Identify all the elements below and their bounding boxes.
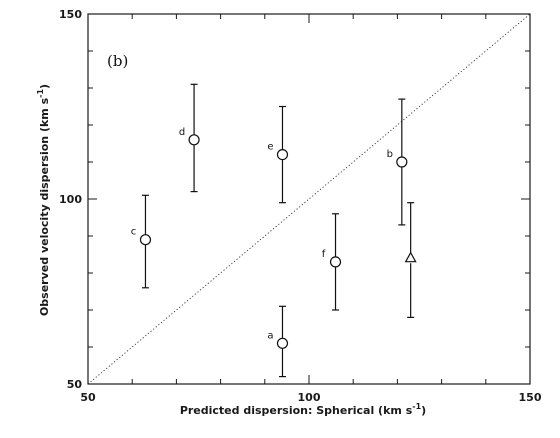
circle-marker [188, 134, 200, 146]
one-to-one-line [87, 13, 531, 385]
point-label: b [387, 149, 393, 160]
point-label: f [322, 249, 326, 260]
circle-marker [139, 234, 152, 246]
point-d: d [179, 83, 200, 193]
point-label: e [267, 142, 273, 153]
y-axis-label: Observed velocity dispersion (km s-1) [36, 84, 51, 316]
data-points: a b c d e f [131, 83, 417, 378]
y-tick-label: 50 [67, 378, 83, 391]
circle-marker [396, 156, 408, 168]
point-label: c [131, 227, 137, 238]
x-tick-label: 50 [80, 391, 96, 404]
axis-ticks: 50 100 150 50 100 150 [59, 8, 542, 404]
point-c: c [131, 194, 152, 289]
y-tick-label: 150 [59, 8, 82, 21]
point-a: a [267, 305, 289, 378]
circle-marker [276, 337, 289, 349]
reference-line-group [87, 13, 531, 385]
y-tick-label: 100 [59, 193, 82, 206]
point-e: e [267, 105, 289, 204]
x-tick-label: 100 [298, 391, 321, 404]
point-triangle [404, 202, 417, 318]
x-tick-label: 150 [519, 391, 542, 404]
point-b: b [387, 98, 408, 226]
point-label: d [179, 127, 185, 138]
point-f: f [322, 213, 342, 311]
point-label: a [267, 330, 273, 341]
circle-marker [276, 149, 289, 161]
triangle-marker [404, 251, 417, 263]
panel-label: (b) [107, 52, 128, 70]
x-axis-label: Predicted dispersion: Spherical (km s-1) [180, 402, 426, 417]
circle-marker [329, 256, 342, 268]
